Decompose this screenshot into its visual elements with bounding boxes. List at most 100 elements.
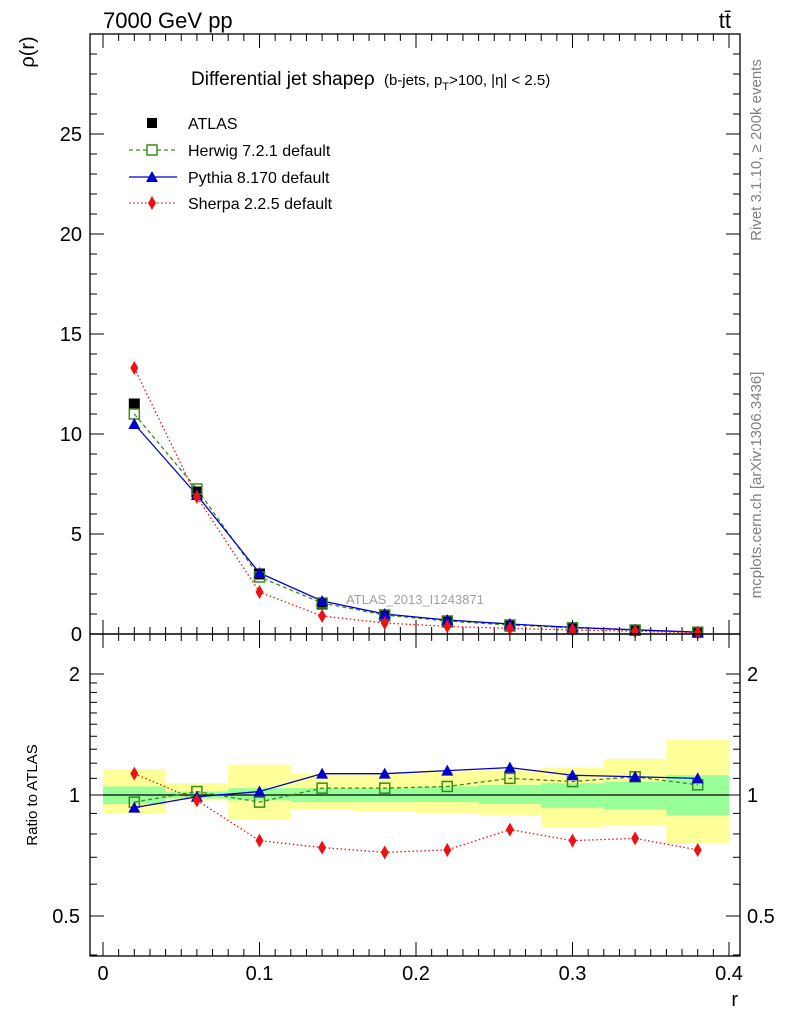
- main-title-text: Differential jet shapeρ: [191, 69, 375, 90]
- x-tick-label: 0.2: [402, 963, 430, 985]
- main-y-tick-label: 20: [60, 224, 82, 246]
- ratio-y-tick-label-right: 2: [747, 664, 758, 686]
- legend-atlas-marker: [147, 118, 157, 128]
- ratio-band-stat: [478, 784, 542, 804]
- legend: ATLAS Herwig 7.2.1 default Pythia 8.170 …: [129, 116, 333, 213]
- main-panel: 0 5 10 15 20 25 ρ(r) ATLAS_2013_I1243871 Diff…: [17, 33, 741, 646]
- ratio-marker-sherpa: [443, 842, 452, 857]
- main-marker-atlas: [128, 398, 140, 410]
- ratio-marker-pythia: [128, 801, 141, 813]
- main-marker-sherpa: [505, 621, 514, 636]
- mcplots-label: mcplots.cern.ch [arXiv:1306.3436]: [748, 372, 765, 599]
- ratio-marker-pythia: [378, 767, 391, 779]
- ratio-marker-sherpa: [380, 845, 389, 860]
- ratio-series-line-pythia: [134, 766, 698, 809]
- ratio-marker-herwig: [253, 796, 266, 808]
- ratio-marker-pythia: [566, 769, 579, 781]
- ratio-band-stat: [416, 786, 479, 803]
- main-subtitle-sub: T: [442, 81, 449, 93]
- main-marker-sherpa: [443, 619, 452, 634]
- ratio-marker-pythia: [691, 772, 704, 784]
- ratio-marker-herwig: [504, 772, 516, 785]
- svg-text:Differential jet shapeρ: Differential jet shapeρ (b-jets, pT>100,…: [191, 69, 550, 93]
- x-tick-label: 0: [97, 963, 108, 985]
- ratio-marker-sherpa: [693, 842, 702, 857]
- ratio-marker-sherpa: [192, 793, 201, 808]
- ratio-marker-sherpa: [130, 766, 139, 781]
- header-right-label: tt̄: [719, 8, 731, 33]
- ratio-marker-pythia: [441, 764, 454, 776]
- legend-sherpa-marker: [148, 196, 156, 210]
- header-left-label: 7000 GeV pp: [103, 8, 233, 33]
- main-marker-pythia: [128, 418, 141, 429]
- x-tick-label: 0.1: [246, 963, 274, 985]
- ratio-axis-ticks: [90, 634, 740, 956]
- main-marker-pythia: [378, 608, 391, 619]
- ratio-y-tick-label: 1: [69, 785, 80, 807]
- main-y-tick-label: 5: [71, 524, 82, 546]
- main-marker-sherpa: [192, 490, 201, 504]
- ratio-y-tick-labels-right: 0.5 1 2: [747, 664, 775, 928]
- ratio-marker-sherpa: [568, 833, 577, 848]
- main-marker-sherpa: [631, 624, 640, 639]
- main-series-line-pythia: [133, 423, 698, 633]
- legend-pythia-label: Pythia 8.170 default: [188, 170, 330, 187]
- ratio-marker-sherpa: [318, 840, 327, 855]
- ratio-marker-pythia: [503, 761, 516, 773]
- legend-pythia-marker: [146, 171, 158, 182]
- x-axis-label: r: [731, 989, 738, 1011]
- main-subtitle-prefix: (b-jets, p: [384, 72, 442, 89]
- ratio-series-layer: [128, 761, 704, 860]
- x-tick-labels: 0 0.1 0.2 0.3 0.4: [97, 963, 742, 985]
- ratio-panel: 0.5 1 2 0.5 1 2 0 0.1 0.2 0.3 0.4 Ratio to ATLAS…: [24, 633, 775, 1011]
- main-marker-sherpa: [693, 625, 702, 640]
- main-y-axis-label: ρ(r): [17, 36, 39, 67]
- main-subtitle-suffix: >100, |η| < 2.5): [449, 72, 550, 89]
- ratio-marker-herwig: [378, 782, 391, 794]
- legend-herwig-marker: [146, 144, 158, 156]
- rivet-label: Rivet 3.1.10, ≥ 200k events: [748, 59, 765, 241]
- main-marker-sherpa: [318, 609, 327, 623]
- main-title: Differential jet shapeρ (b-jets, pT>100,…: [191, 69, 550, 93]
- main-y-tick-labels: 0 5 10 15 20 25: [60, 124, 82, 646]
- ratio-y-tick-label-right: 0.5: [747, 906, 775, 928]
- ratio-marker-sherpa: [255, 833, 264, 848]
- legend-sherpa-label: Sherpa 2.2.5 default: [188, 196, 333, 213]
- main-y-tick-label: 15: [60, 324, 82, 346]
- ratio-y-axis-label: Ratio to ATLAS: [24, 744, 41, 845]
- main-y-tick-label: 0: [71, 624, 82, 646]
- main-marker-sherpa: [380, 616, 389, 630]
- legend-entry-pythia: Pythia 8.170 default: [129, 170, 330, 187]
- legend-entry-herwig: Herwig 7.2.1 default: [129, 143, 331, 160]
- legend-entry-atlas: ATLAS: [147, 116, 238, 133]
- main-marker-pythia: [316, 595, 329, 606]
- main-watermark: ATLAS_2013_I1243871: [346, 592, 484, 607]
- side-labels: Rivet 3.1.10, ≥ 200k events mcplots.cern…: [748, 59, 765, 598]
- ratio-marker-pythia: [629, 770, 642, 782]
- main-marker-pythia: [253, 567, 266, 578]
- ratio-marker-pythia: [316, 767, 329, 779]
- main-series-layer: [128, 361, 704, 640]
- ratio-series-line-sherpa: [134, 773, 698, 853]
- ratio-marker-pythia: [253, 785, 266, 797]
- ratio-y-tick-label: 2: [69, 664, 80, 686]
- x-tick-label: 0.4: [715, 963, 743, 985]
- ratio-y-tick-label-right: 1: [747, 785, 758, 807]
- main-marker-sherpa: [130, 361, 139, 375]
- x-tick-label: 0.3: [559, 963, 587, 985]
- legend-herwig-label: Herwig 7.2.1 default: [188, 143, 331, 160]
- ratio-marker-herwig: [441, 780, 454, 793]
- ratio-marker-sherpa: [505, 822, 514, 837]
- legend-entry-sherpa: Sherpa 2.2.5 default: [129, 196, 333, 213]
- ratio-frame: [89, 633, 741, 957]
- header: 7000 GeV pp tt̄: [103, 8, 731, 33]
- ratio-marker-sherpa: [631, 831, 640, 846]
- ratio-y-tick-label: 0.5: [52, 906, 80, 928]
- main-y-tick-label: 25: [60, 124, 82, 146]
- main-series-line-sherpa: [133, 367, 698, 634]
- ratio-marker-herwig: [316, 782, 328, 794]
- main-marker-sherpa: [255, 585, 264, 599]
- legend-atlas-label: ATLAS: [188, 116, 238, 133]
- ratio-y-tick-labels: 0.5 1 2: [52, 664, 80, 928]
